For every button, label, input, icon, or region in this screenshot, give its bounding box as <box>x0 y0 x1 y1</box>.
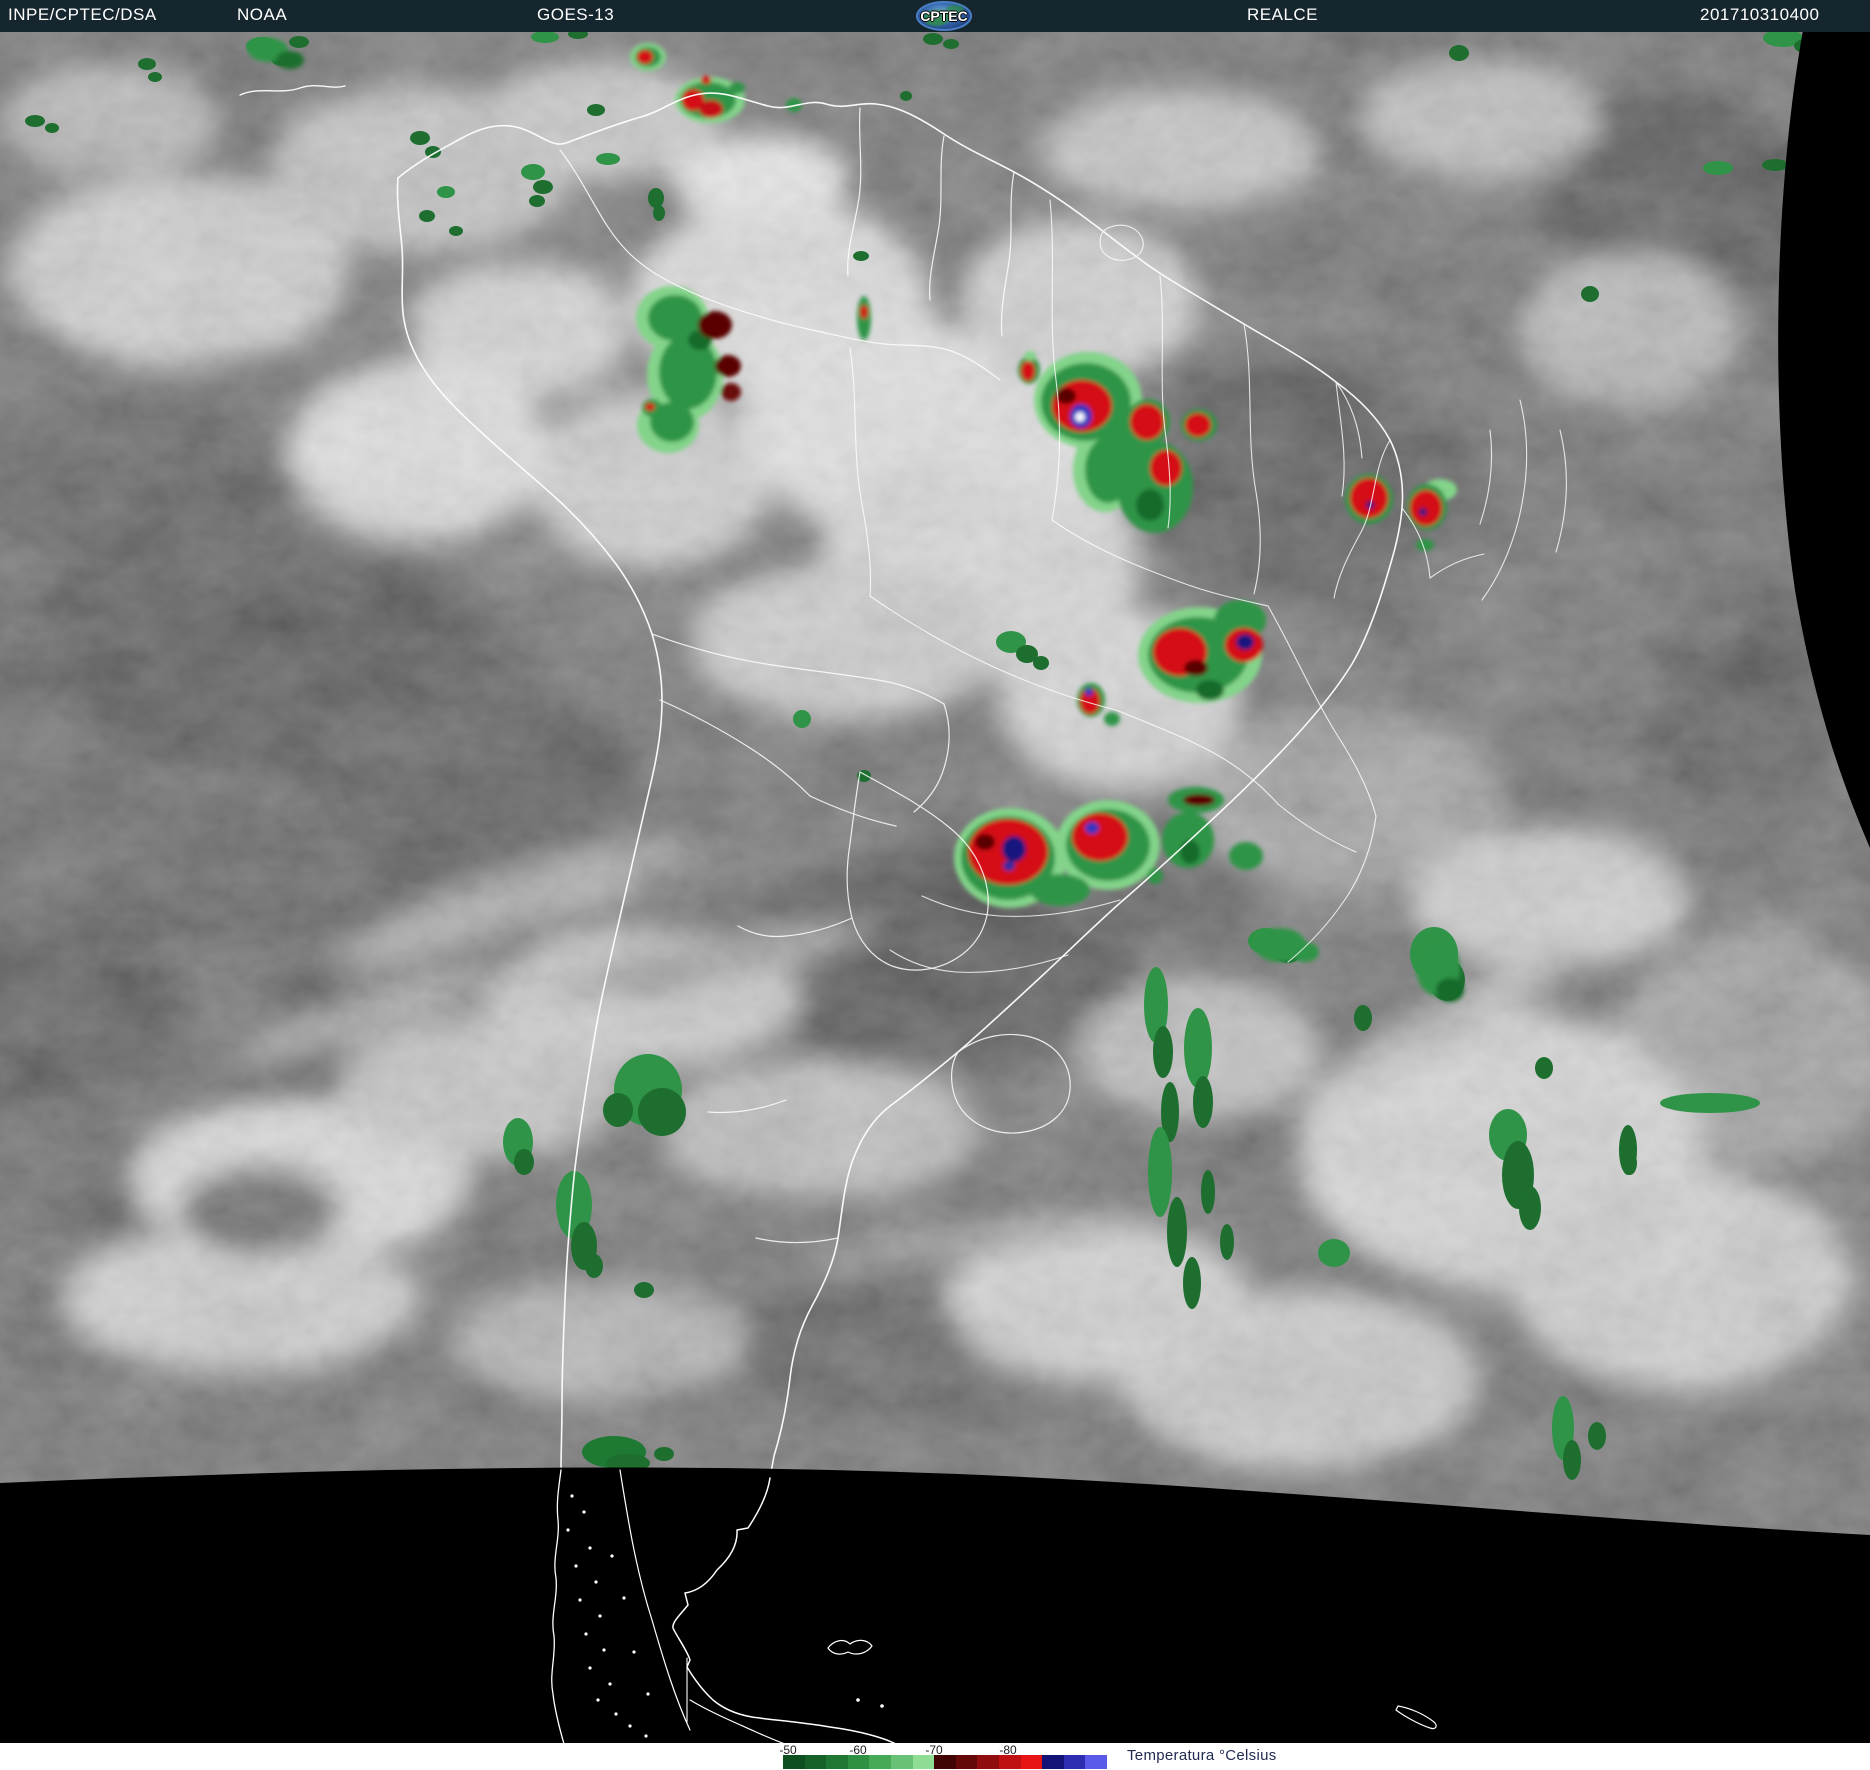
storm-cell <box>857 296 871 340</box>
storm-cell <box>1077 683 1120 726</box>
storm-cells <box>248 38 1464 1002</box>
patagonia-outlines <box>551 1469 1437 1746</box>
noaa-label: NOAA <box>237 5 288 24</box>
colorbar-segment <box>847 1755 870 1769</box>
storm-cell <box>1254 928 1464 1002</box>
storm-cell <box>1138 600 1266 703</box>
storm-cell-white-core <box>1034 352 1142 512</box>
colorbar-segment <box>804 1755 827 1769</box>
space-limb-top-right <box>1778 30 1870 848</box>
logo-text: CPTEC <box>920 8 968 24</box>
storm-cell <box>636 286 741 453</box>
colorbar-segment <box>998 1755 1021 1769</box>
legend-title: Temperatura °Celsius <box>1127 1747 1277 1764</box>
storm-cell-blue-core <box>1030 800 1160 906</box>
colorbar-segment <box>977 1755 999 1769</box>
colorbar-segment <box>1042 1755 1064 1769</box>
storm-cell <box>642 399 662 417</box>
cptec-logo: CPTEC <box>916 1 972 31</box>
space-scan-edge-bottom <box>0 1467 1870 1770</box>
logo-globe-land <box>924 10 950 26</box>
timestamp-label: 201710310400 <box>1700 5 1820 24</box>
storm-cell <box>1345 474 1393 524</box>
colorbar-segment <box>955 1755 978 1769</box>
colorbar-segment <box>1020 1755 1043 1769</box>
colorbar-segment <box>783 1755 805 1769</box>
satellite-label: GOES-13 <box>537 5 615 24</box>
colorbar-segment <box>890 1755 913 1769</box>
storm-cell <box>1117 441 1193 533</box>
header-bar: INPE/CPTEC/DSA NOAA GOES-13 CPTEC REALCE… <box>0 0 1870 32</box>
colorbar-segment <box>826 1755 848 1769</box>
agency-label: INPE/CPTEC/DSA <box>8 5 157 24</box>
green-speckles <box>25 29 1818 1480</box>
coastline-borders <box>239 85 1567 1479</box>
storm-cell <box>1126 399 1217 445</box>
storm-cell <box>675 76 745 123</box>
legend-tick: -60 <box>849 1743 867 1757</box>
legend-tick: -80 <box>999 1743 1017 1757</box>
storm-cell <box>248 38 304 69</box>
storm-cell <box>630 43 666 71</box>
storm-cell <box>1168 787 1224 813</box>
colorbar <box>783 1755 1107 1769</box>
temperature-legend: -50 -60 -70 -80 Temperatura °Celsius <box>0 1743 1870 1770</box>
legend-tick: -70 <box>925 1743 943 1757</box>
colorbar-segment <box>869 1755 891 1769</box>
legend-tick: -50 <box>779 1743 797 1757</box>
product-label: REALCE <box>1247 5 1319 24</box>
colorbar-segment <box>1085 1755 1107 1769</box>
storm-cell <box>1018 351 1040 384</box>
colorbar-segment <box>912 1755 935 1769</box>
colorbar-segment <box>1063 1755 1086 1769</box>
storm-cell <box>1407 479 1457 551</box>
colorbar-segment <box>934 1755 956 1769</box>
logo-globe-land2 <box>946 5 964 15</box>
